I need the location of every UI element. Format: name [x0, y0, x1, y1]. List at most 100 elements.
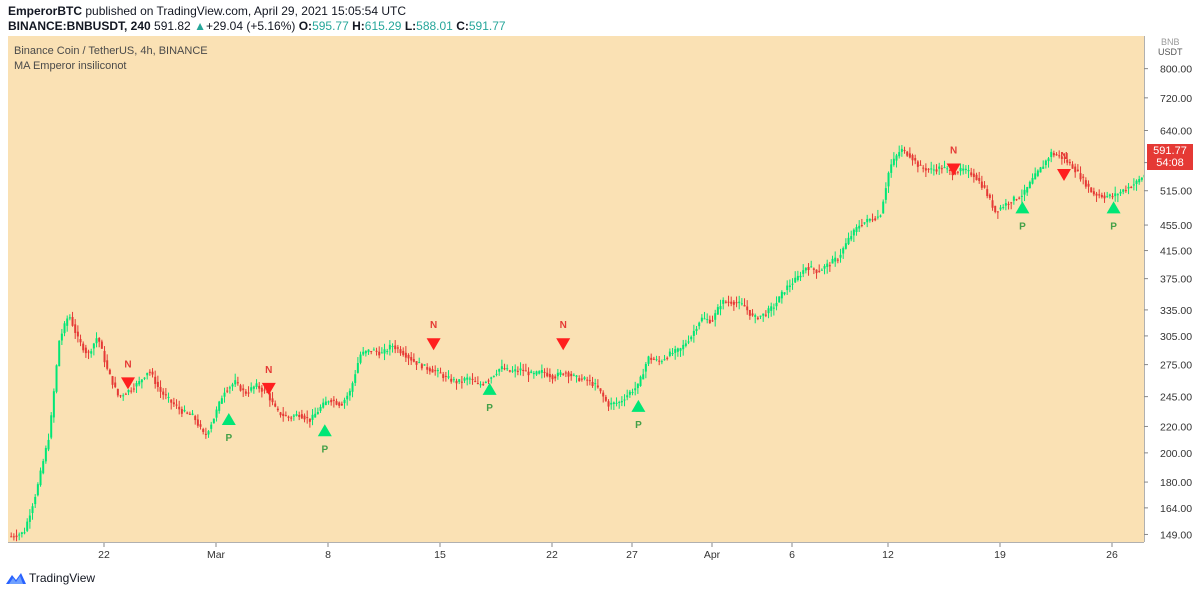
candle-body	[276, 408, 279, 411]
unit-top: BNB	[1160, 37, 1180, 47]
candle	[975, 172, 978, 181]
candle-body	[786, 285, 789, 291]
candle-body	[636, 383, 639, 389]
candle	[906, 150, 909, 157]
candle	[991, 194, 994, 211]
candle-body	[1018, 197, 1021, 199]
candle	[202, 427, 205, 435]
time-tick-label: 22	[98, 549, 110, 561]
candle-body	[543, 371, 546, 373]
candle-body	[172, 402, 175, 405]
chart-area[interactable]: N P N P N P N P N P N P Binance Coin / TetherUS, 4h…	[8, 36, 1144, 542]
candle	[788, 279, 791, 293]
candle	[463, 376, 466, 384]
candle-body	[439, 372, 442, 374]
candle-body	[180, 409, 183, 414]
candle	[514, 364, 517, 378]
candle	[378, 346, 381, 359]
candle	[500, 359, 503, 372]
candle-body	[79, 339, 82, 343]
candle	[84, 344, 87, 358]
candle	[535, 370, 538, 377]
candle	[815, 269, 818, 279]
candle	[183, 405, 186, 413]
candle	[751, 309, 754, 317]
candle-body	[660, 361, 663, 363]
candle-body	[919, 164, 922, 166]
candle-body	[362, 351, 365, 355]
candle-body	[279, 412, 282, 416]
time-axis[interactable]: 22 Mar 8 15 22 27 Apr 6 12 19 26	[8, 542, 1144, 563]
candle-body	[1132, 184, 1135, 186]
candle-body	[1023, 189, 1026, 195]
candle-body	[714, 313, 717, 320]
candle	[199, 420, 202, 430]
candlestick-plot[interactable]: N P N P N P N P N P N P	[8, 36, 1144, 542]
candle-body	[258, 385, 261, 389]
candle	[716, 304, 719, 315]
candle-body	[911, 155, 914, 161]
candle	[71, 311, 74, 327]
low-value: 588.01	[416, 19, 453, 33]
candle-body	[314, 413, 317, 418]
candle	[695, 325, 698, 335]
candle	[658, 356, 661, 366]
candle-body	[308, 418, 311, 422]
candle-body	[332, 399, 335, 401]
candle	[220, 395, 223, 405]
candle	[1018, 196, 1021, 200]
candle	[1138, 175, 1141, 185]
candle-body	[396, 347, 399, 349]
candle-body	[612, 402, 615, 404]
candle-body	[471, 378, 474, 380]
indicator-name[interactable]: MA Emperor insiliconot	[14, 60, 127, 72]
candle	[148, 369, 151, 376]
candle	[852, 228, 855, 242]
candle	[940, 165, 943, 174]
candle-body	[996, 211, 999, 213]
price-tick-label: 415.00	[1160, 246, 1192, 258]
brand-name[interactable]: TradingView	[29, 571, 96, 585]
candle-body	[679, 348, 682, 351]
candle-body	[639, 376, 642, 386]
author-name[interactable]: EmperorBTC	[8, 4, 83, 18]
candle-body	[743, 305, 746, 307]
candle	[620, 396, 623, 407]
price-axis[interactable]: 149.00 164.00 180.00 200.00 220.00 245.00 275.…	[1144, 36, 1200, 542]
candle-body	[650, 357, 653, 360]
candle	[708, 315, 711, 324]
candle	[1023, 184, 1026, 202]
candle	[986, 185, 989, 199]
candle-body	[460, 381, 463, 383]
candle	[156, 375, 159, 392]
candle-body	[340, 403, 343, 406]
candle-body	[218, 401, 221, 411]
candle-body	[799, 275, 802, 278]
candle-body	[479, 384, 482, 386]
candle	[55, 364, 58, 394]
candle-body	[716, 307, 719, 315]
candle-body	[66, 318, 69, 326]
sell-triangle-icon	[556, 338, 571, 351]
candle-body	[418, 362, 421, 364]
tradingview-logo-icon[interactable]	[6, 571, 26, 585]
candle-body	[1095, 193, 1098, 196]
candle-body	[199, 424, 202, 427]
candle	[92, 342, 95, 356]
sell-signal: N	[556, 320, 571, 351]
candle-body	[156, 381, 159, 387]
candle	[212, 418, 215, 424]
candle	[884, 182, 887, 204]
candle	[823, 264, 826, 275]
candle-body	[695, 328, 698, 332]
candle-body	[586, 379, 589, 381]
candle-body	[671, 353, 674, 355]
candle-body	[772, 307, 775, 309]
candle-body	[572, 374, 575, 376]
candle	[330, 398, 333, 406]
candle	[1127, 183, 1130, 195]
candle	[706, 313, 709, 324]
candle-body	[431, 369, 434, 373]
candle	[1108, 193, 1111, 199]
candle-body	[324, 401, 327, 406]
